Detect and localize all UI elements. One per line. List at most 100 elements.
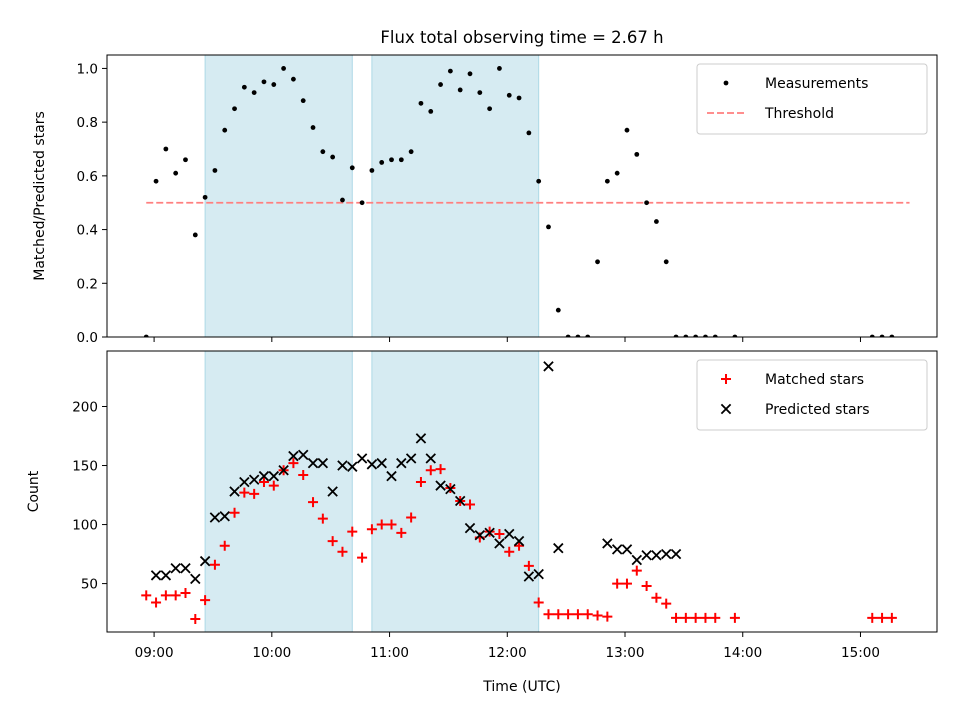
measurement-point: [300, 98, 306, 104]
matched-star-marker: [249, 488, 260, 499]
measurement-point: [153, 178, 159, 184]
matched-star-marker: [415, 477, 426, 488]
predicted-star-marker: [386, 470, 397, 482]
measurement-point: [447, 68, 453, 74]
matched-star-marker: [533, 597, 544, 608]
measurement-point: [222, 127, 228, 133]
legend: Matched stars Predicted stars: [696, 359, 928, 431]
predicted-star-marker: [376, 457, 387, 469]
predicted-star-marker: [602, 538, 613, 549]
matched-star-marker: [700, 612, 711, 623]
x-tick-label: 13:00: [606, 645, 645, 661]
legend-measurement-marker: [723, 80, 729, 86]
matched-star-marker: [671, 612, 682, 623]
matched-star-marker: [494, 529, 505, 540]
x-tick-label: 14:00: [723, 645, 762, 661]
matched-star-marker: [396, 527, 407, 538]
legend-matched-marker: [721, 374, 731, 384]
matched-star-marker: [602, 611, 613, 622]
measurement-point: [143, 334, 149, 337]
predicted-star-marker: [248, 474, 260, 485]
measurement-point: [418, 100, 424, 106]
measurement-point: [389, 157, 394, 163]
y-tick-label: 50: [81, 577, 98, 593]
predicted-star-marker: [494, 538, 505, 549]
matched-star-marker: [877, 612, 888, 623]
predicted-star-marker: [356, 453, 368, 464]
matched-star-marker: [170, 590, 181, 601]
count-panel: 50 100 150 200 09:00 10:00 11:00 12:00 13:00 14:0…: [26, 350, 938, 661]
matched-star-marker: [572, 609, 583, 620]
matched-star-marker: [268, 480, 279, 491]
measurement-point: [163, 146, 169, 152]
predicted-star-marker: [288, 450, 299, 462]
matched-star-marker: [563, 609, 574, 620]
x-tick-label: 10:00: [252, 645, 291, 661]
y-tick-label: 100: [72, 518, 98, 534]
predicted-star-marker: [337, 460, 348, 471]
measurement-point: [536, 178, 542, 184]
predicted-star-marker: [504, 528, 515, 540]
matched-star-marker: [661, 598, 672, 609]
predicted-star-marker: [533, 568, 544, 580]
predicted-star-marker: [641, 550, 652, 561]
measurement-point: [438, 82, 443, 87]
matched-star-marker: [582, 609, 593, 620]
measurement-point: [398, 157, 404, 163]
measurement-point: [408, 149, 414, 155]
measurement-point: [487, 106, 493, 112]
matched-star-marker: [612, 578, 623, 589]
predicted-star-marker: [396, 457, 407, 469]
measurement-point: [369, 168, 375, 173]
measurement-point: [604, 178, 610, 184]
predicted-star-marker: [209, 512, 221, 523]
predicted-star-marker: [219, 511, 230, 522]
measurement-point: [340, 197, 345, 203]
legend-box: [696, 63, 928, 135]
y-tick-label: 0.0: [77, 330, 98, 346]
predicted-star-marker: [307, 457, 319, 469]
measurement-point: [516, 95, 522, 101]
measurement-point: [379, 160, 385, 165]
y-tick-label: 150: [72, 459, 98, 475]
predicted-star-marker: [523, 571, 535, 582]
x-tick-label: 15:00: [841, 645, 880, 661]
matched-star-marker: [523, 560, 534, 571]
matched-star-marker: [592, 610, 603, 621]
figure-title: Flux total observing time = 2.67 h: [380, 28, 663, 47]
predicted-star-marker: [611, 544, 623, 555]
shaded-interval: [204, 350, 353, 633]
matched-star-marker: [308, 497, 319, 508]
legend-box: [696, 359, 928, 431]
measurement-point: [869, 334, 875, 337]
predicted-star-marker: [670, 548, 682, 560]
predicted-star-marker: [229, 486, 240, 497]
measurement-point: [654, 219, 659, 224]
measurement-point: [173, 170, 179, 176]
predicted-star-marker: [464, 522, 476, 534]
matched-star-marker: [621, 578, 632, 589]
measurement-point: [183, 157, 188, 163]
predicted-star-marker: [150, 570, 162, 581]
measurement-point: [320, 149, 326, 155]
measurement-point: [673, 334, 679, 337]
predicted-star-marker: [180, 563, 191, 574]
measurement-point: [644, 200, 649, 206]
matched-star-marker: [190, 614, 201, 625]
matched-star-marker: [151, 597, 162, 608]
measurement-point: [428, 109, 434, 114]
measurement-point: [241, 84, 247, 90]
measurement-point: [359, 200, 365, 206]
predicted-star-marker: [543, 361, 554, 372]
predicted-star-marker: [660, 548, 672, 560]
legend-label: Threshold: [764, 106, 834, 122]
measurement-point: [506, 92, 512, 98]
matched-star-marker: [690, 612, 701, 623]
matched-star-marker: [514, 540, 525, 551]
measurement-point: [683, 334, 689, 337]
predicted-star-marker: [474, 529, 486, 541]
predicted-star-marker: [347, 461, 358, 472]
measurement-point: [555, 307, 561, 313]
matched-star-marker: [376, 519, 387, 530]
measurement-point: [261, 79, 267, 85]
